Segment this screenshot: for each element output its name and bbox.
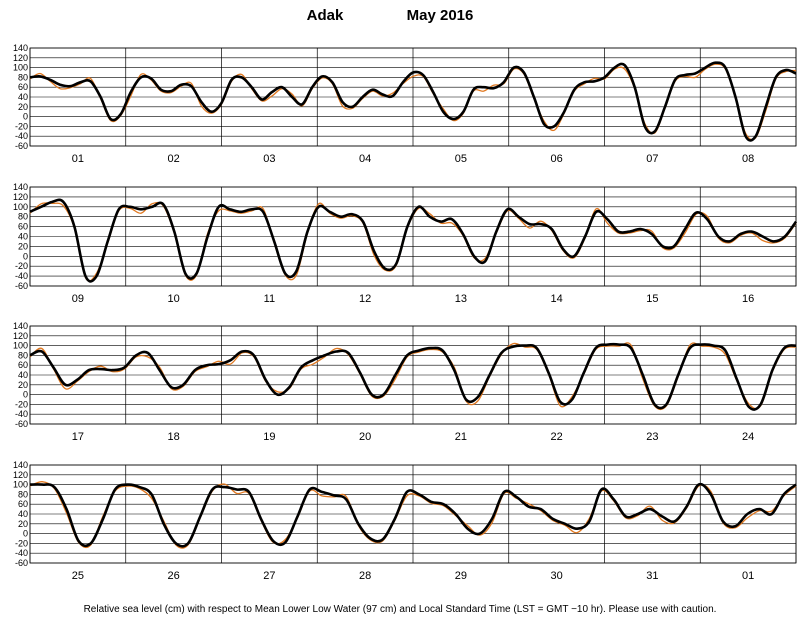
day-label: 24 xyxy=(742,431,754,443)
day-label: 11 xyxy=(264,293,275,305)
y-tick-label: 140 xyxy=(13,460,28,470)
y-tick-label: -60 xyxy=(15,141,28,151)
y-tick-label: 100 xyxy=(13,480,28,490)
y-tick-label: 20 xyxy=(18,380,28,390)
y-tick-label: -20 xyxy=(15,121,28,131)
day-label: 01 xyxy=(742,570,754,582)
day-label: 20 xyxy=(359,431,371,443)
day-label: 09 xyxy=(72,293,84,305)
day-label: 22 xyxy=(551,431,563,443)
day-label: 10 xyxy=(168,293,180,305)
y-tick-label: 20 xyxy=(18,102,28,112)
y-tick-label: -40 xyxy=(15,409,28,419)
panel-frame xyxy=(29,325,797,425)
panel-frame xyxy=(29,47,797,147)
day-label: 31 xyxy=(646,570,658,582)
y-tick-label: 0 xyxy=(23,251,28,261)
y-tick-label: 80 xyxy=(18,350,28,360)
day-label: 15 xyxy=(646,293,658,305)
day-label: 23 xyxy=(646,431,658,443)
day-label: 19 xyxy=(263,431,275,443)
day-label: 25 xyxy=(72,570,84,582)
day-label: 21 xyxy=(455,431,467,443)
day-label: 12 xyxy=(359,293,371,305)
station-title: Adak xyxy=(307,7,344,24)
y-tick-label: 120 xyxy=(13,53,28,63)
day-label: 05 xyxy=(455,153,467,165)
day-label: 08 xyxy=(742,153,754,165)
day-label: 06 xyxy=(551,153,563,165)
day-label: 27 xyxy=(263,570,275,582)
y-tick-label: 40 xyxy=(18,509,28,519)
day-label: 01 xyxy=(72,153,84,165)
day-label: 03 xyxy=(263,153,275,165)
observed-line xyxy=(29,342,797,411)
period-title: May 2016 xyxy=(407,7,474,24)
y-tick-label: 80 xyxy=(18,212,28,222)
observed-line xyxy=(29,482,797,548)
y-tick-label: 60 xyxy=(18,360,28,370)
y-tick-label: 0 xyxy=(23,390,28,400)
y-tick-label: 140 xyxy=(13,182,28,192)
day-label: 28 xyxy=(359,570,371,582)
y-tick-label: 0 xyxy=(23,529,28,539)
y-tick-label: 60 xyxy=(18,82,28,92)
day-label: 02 xyxy=(168,153,180,165)
y-tick-label: 100 xyxy=(13,202,28,212)
day-label: 29 xyxy=(455,570,467,582)
day-label: 26 xyxy=(168,570,180,582)
y-tick-label: 40 xyxy=(18,232,28,242)
y-tick-label: 100 xyxy=(13,63,28,73)
y-tick-label: 140 xyxy=(13,43,28,53)
observed-line xyxy=(29,198,798,283)
y-tick-label: 20 xyxy=(18,519,28,529)
y-tick-label: 40 xyxy=(18,370,28,380)
y-tick-label: 80 xyxy=(18,72,28,82)
day-label: 13 xyxy=(455,293,467,305)
y-tick-label: 60 xyxy=(18,499,28,509)
y-tick-label: 40 xyxy=(18,92,28,102)
day-label: 14 xyxy=(551,293,563,305)
y-tick-label: -40 xyxy=(15,548,28,558)
y-tick-label: 120 xyxy=(13,470,28,480)
y-tick-label: -40 xyxy=(15,271,28,281)
y-tick-label: -60 xyxy=(15,281,28,291)
y-tick-label: -40 xyxy=(15,131,28,141)
panel-frame xyxy=(29,464,797,564)
y-tick-label: 120 xyxy=(13,192,28,202)
day-label: 30 xyxy=(551,570,563,582)
y-tick-label: 120 xyxy=(13,331,28,341)
observed-line xyxy=(29,61,797,142)
y-tick-label: 80 xyxy=(18,489,28,499)
footer-note: Relative sea level (cm) with respect to … xyxy=(84,604,717,615)
day-label: 16 xyxy=(742,293,754,305)
y-tick-label: 100 xyxy=(13,341,28,351)
y-tick-label: -60 xyxy=(15,558,28,568)
panel-frame xyxy=(29,186,797,287)
y-tick-label: 20 xyxy=(18,241,28,251)
day-label: 04 xyxy=(359,153,371,165)
y-tick-label: 60 xyxy=(18,222,28,232)
y-tick-label: 0 xyxy=(23,112,28,122)
day-label: 07 xyxy=(646,153,658,165)
y-tick-label: -20 xyxy=(15,399,28,409)
y-tick-label: -20 xyxy=(15,261,28,271)
day-label: 17 xyxy=(72,431,84,443)
y-tick-label: -60 xyxy=(15,419,28,429)
y-tick-label: -20 xyxy=(15,538,28,548)
day-label: 18 xyxy=(168,431,180,443)
y-tick-label: 140 xyxy=(13,321,28,331)
